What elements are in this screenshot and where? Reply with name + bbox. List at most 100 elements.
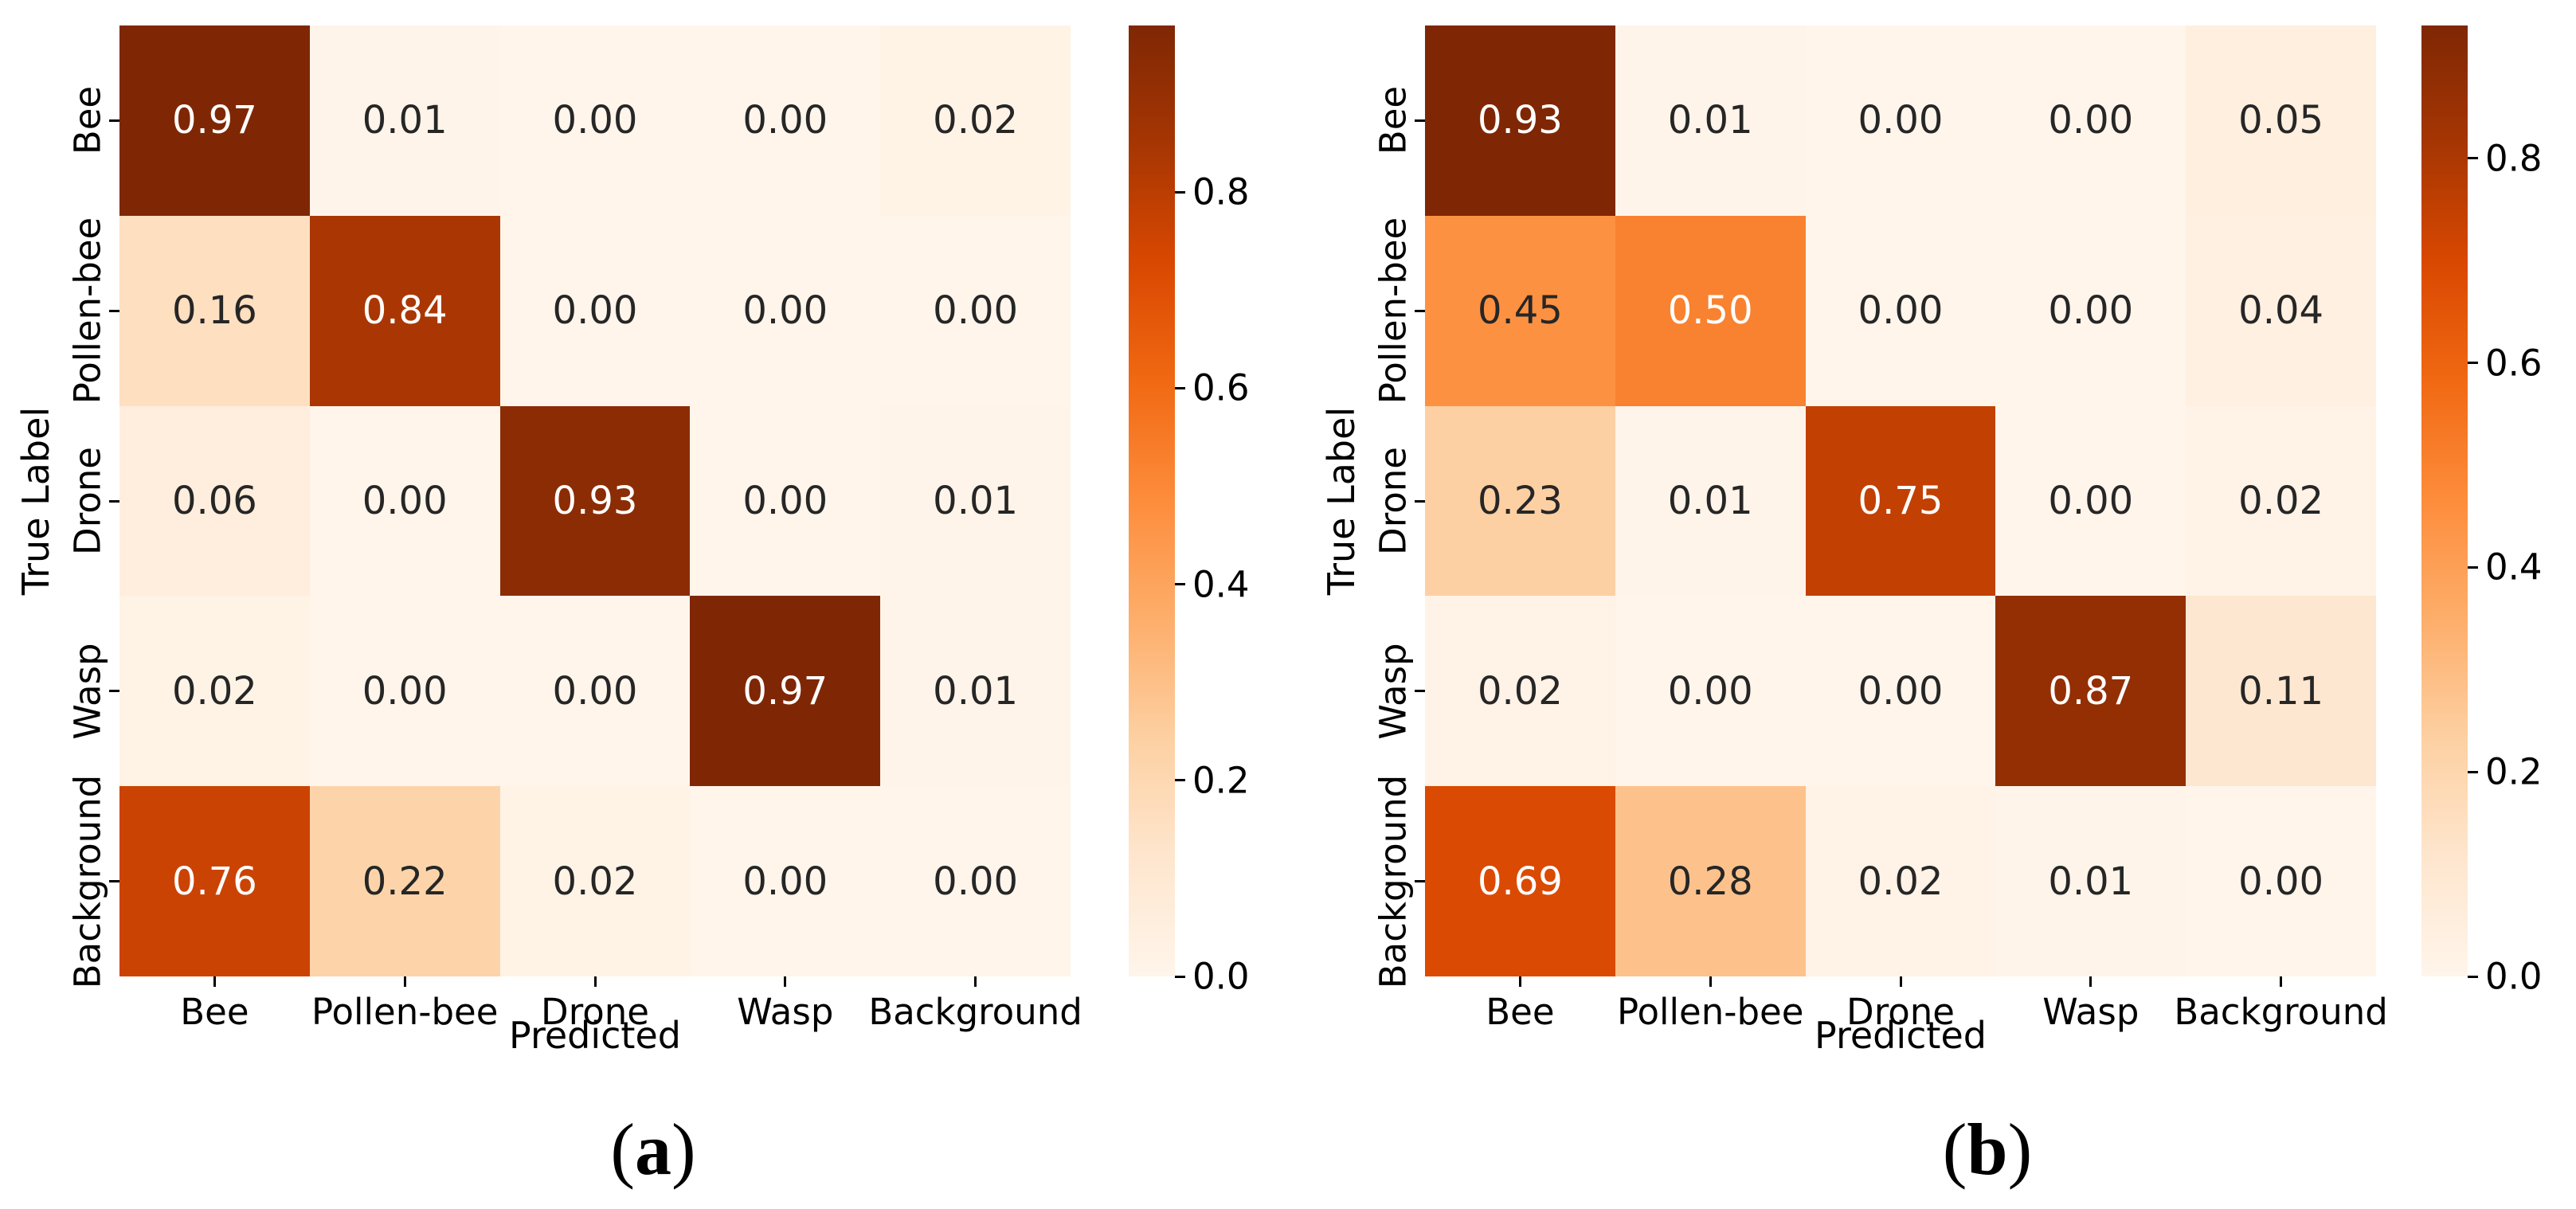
- matrix-cell: 0.01: [1615, 405, 1806, 597]
- colorbar-tick-mark: [1175, 583, 1185, 586]
- colorbar-tick-mark: [2468, 157, 2478, 160]
- cell-value: 0.97: [171, 98, 257, 143]
- cell-value: 0.02: [933, 98, 1019, 143]
- matrix-cell: 0.02: [2186, 405, 2376, 597]
- y-tick-label: Drone: [1372, 447, 1415, 555]
- matrix-cell: 0.01: [1995, 786, 2186, 976]
- colorbar-tick-label: 0.0: [1192, 955, 1250, 998]
- caption-paren: (: [610, 1109, 635, 1190]
- x-axis-label: Predicted: [1815, 1014, 1987, 1057]
- cell-value: 0.00: [742, 288, 828, 334]
- x-tick-label: Pollen-bee: [311, 991, 499, 1033]
- cell-value: 0.93: [552, 478, 638, 523]
- matrix-cell: 0.00: [2186, 786, 2376, 976]
- y-tick-mark: [109, 309, 119, 312]
- matrix-cell: 0.00: [1995, 405, 2186, 597]
- x-tick-label: Bee: [180, 991, 249, 1033]
- cell-value: 0.00: [1667, 668, 1753, 714]
- cell-value: 0.00: [2048, 478, 2134, 523]
- y-tick-mark: [109, 690, 119, 693]
- caption-paren: ): [2007, 1109, 2033, 1190]
- matrix-cell: 0.00: [499, 25, 691, 216]
- caption-letter: a: [635, 1109, 671, 1190]
- matrix-cell: 0.02: [1425, 596, 1615, 787]
- matrix-cell: 0.00: [499, 596, 691, 787]
- x-tick-label: Drone: [1846, 991, 1955, 1033]
- matrix-cell: 0.00: [690, 25, 881, 216]
- cell-value: 0.16: [171, 288, 257, 334]
- colorbar-tick-label: 0.4: [2485, 546, 2543, 589]
- matrix-cell: 0.45: [1425, 215, 1615, 406]
- matrix-cell: 0.50: [1615, 215, 1806, 406]
- matrix-cell: 0.28: [1615, 786, 1806, 976]
- x-tick-label: Wasp: [2042, 991, 2139, 1033]
- matrix-cell: 0.22: [309, 786, 500, 976]
- cell-value: 0.01: [933, 668, 1019, 714]
- x-tick-mark: [1899, 976, 1902, 987]
- colorbar-tick-label: 0.6: [2485, 342, 2543, 385]
- matrix-cell: 0.01: [880, 596, 1071, 787]
- colorbar-tick-label: 0.8: [2485, 137, 2543, 180]
- matrix-cell: 0.02: [499, 786, 691, 976]
- x-tick-label: Wasp: [737, 991, 834, 1033]
- cell-value: 0.00: [933, 288, 1019, 334]
- cell-value: 0.75: [1858, 478, 1944, 523]
- x-tick-mark: [593, 976, 597, 987]
- cell-value: 0.00: [1858, 288, 1944, 334]
- colorbar-tick-mark: [2468, 975, 2478, 978]
- colorbar-tick-mark: [1175, 190, 1185, 194]
- x-tick-label: Background: [2174, 991, 2388, 1033]
- x-tick-label: Pollen-bee: [1616, 991, 1804, 1033]
- cell-value: 0.00: [933, 859, 1019, 904]
- matrix-cell: 0.04: [2186, 215, 2376, 406]
- x-tick-label: Bee: [1486, 991, 1555, 1033]
- cell-value: 0.02: [171, 668, 257, 714]
- cell-value: 0.02: [1858, 859, 1944, 904]
- cell-value: 0.97: [742, 668, 828, 714]
- y-tick-label: Bee: [1372, 86, 1415, 155]
- y-tick-mark: [109, 880, 119, 883]
- heatmap-grid: 0.97 0.01 0.00 0.00 0.02 0.16 0.84 0.00 0.00 0.00…: [119, 25, 1071, 976]
- matrix-cell: 0.87: [1995, 596, 2186, 787]
- y-tick-mark: [1415, 690, 1425, 693]
- cell-value: 0.00: [2238, 859, 2324, 904]
- cell-value: 0.02: [552, 859, 638, 904]
- colorbar-tick-mark: [1175, 779, 1185, 782]
- cell-value: 0.00: [362, 668, 448, 714]
- colorbar-tick-mark: [1175, 975, 1185, 978]
- matrix-cell: 0.16: [119, 215, 310, 406]
- y-axis-label: True Label: [1320, 406, 1363, 596]
- x-tick-label: Drone: [541, 991, 649, 1033]
- matrix-cell: 0.05: [2186, 25, 2376, 216]
- cell-value: 0.00: [2048, 288, 2134, 334]
- colorbar-tick-mark: [2468, 565, 2478, 569]
- cell-value: 0.22: [362, 859, 448, 904]
- colorbar-tick-label: 0.0: [2485, 955, 2543, 998]
- colorbar-tick-mark: [1175, 386, 1185, 389]
- cell-value: 0.23: [1477, 478, 1563, 523]
- cell-value: 0.00: [742, 478, 828, 523]
- cell-value: 0.69: [1477, 859, 1563, 904]
- cell-value: 0.01: [1667, 98, 1753, 143]
- matrix-cell: 0.75: [1805, 405, 1996, 597]
- cell-value: 0.01: [933, 478, 1019, 523]
- colorbar-gradient: [2421, 25, 2468, 976]
- x-axis-label: Predicted: [509, 1014, 681, 1057]
- matrix-cell: 0.97: [690, 596, 881, 787]
- matrix-cell: 0.00: [1995, 25, 2186, 216]
- cell-value: 0.00: [362, 478, 448, 523]
- x-tick-mark: [2280, 976, 2283, 987]
- matrix-cell: 0.00: [309, 596, 500, 787]
- colorbar-tick-mark: [2468, 770, 2478, 773]
- cell-value: 0.28: [1667, 859, 1753, 904]
- x-tick-mark: [1709, 976, 1712, 987]
- y-tick-label: Pollen-bee: [1372, 217, 1415, 405]
- cell-value: 0.11: [2238, 668, 2324, 714]
- x-tick-mark: [403, 976, 406, 987]
- colorbar-tick-label: 0.4: [1192, 563, 1250, 606]
- cell-value: 0.76: [171, 859, 257, 904]
- x-tick-mark: [784, 976, 787, 987]
- matrix-cell: 0.11: [2186, 596, 2376, 787]
